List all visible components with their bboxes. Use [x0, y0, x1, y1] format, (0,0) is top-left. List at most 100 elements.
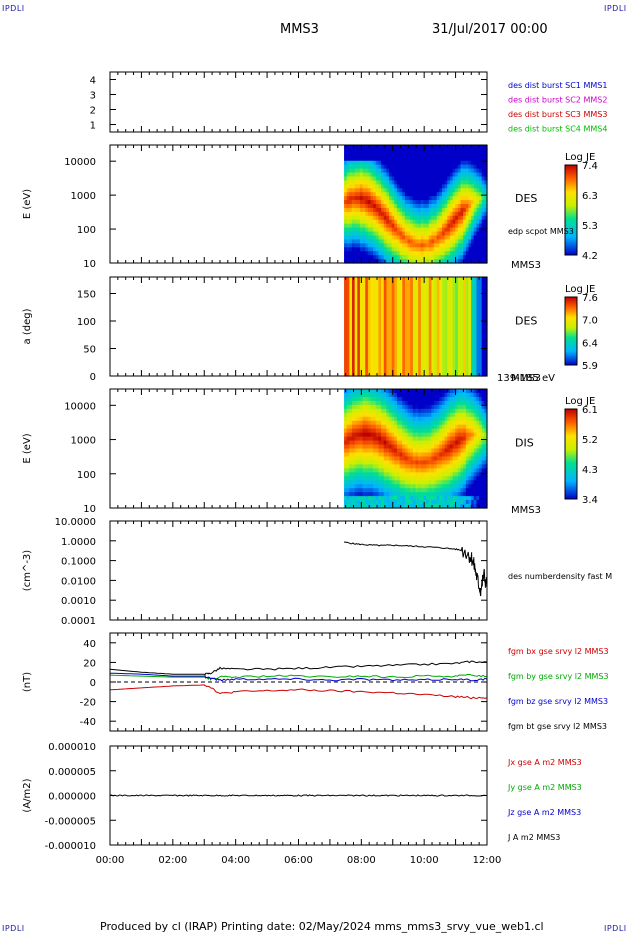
heatmap-cell [346, 207, 350, 213]
heatmap-cell [399, 207, 403, 213]
heatmap-cell [399, 180, 403, 185]
heatmap-cell [436, 416, 440, 422]
heatmap-cell [383, 243, 388, 248]
heatmap-cell [471, 500, 475, 505]
heatmap-cell [447, 468, 451, 473]
heatmap-cell [423, 408, 427, 414]
instrument-sub-label: MMS3 [511, 505, 541, 516]
heatmap-cell [378, 468, 382, 473]
heatmap-cell [412, 231, 417, 237]
heatmap-cell [367, 231, 372, 237]
heatmap-cell [349, 504, 353, 509]
heatmap-cell [365, 164, 369, 170]
heatmap-cell [420, 200, 425, 205]
heatmap-cell [399, 472, 403, 477]
heatmap-cell [354, 231, 358, 237]
heatmap-cell [420, 428, 425, 434]
heatmap-cell [457, 460, 462, 465]
heatmap-cell [439, 389, 443, 394]
heatmap-cell [351, 251, 356, 256]
heatmap-cell [367, 204, 372, 209]
heatmap-cell [362, 504, 366, 509]
heatmap-cell [460, 207, 464, 213]
heatmap-cell [346, 440, 350, 446]
heatmap-cell [460, 416, 464, 422]
heatmap-cell [391, 460, 395, 465]
heatmap-cell [471, 412, 475, 418]
heatmap-cell [441, 480, 446, 485]
heatmap-cell [471, 196, 475, 201]
heatmap-cell [412, 227, 417, 233]
heatmap-cell [455, 504, 459, 509]
heatmap-cell [367, 436, 372, 442]
heatmap-cell [415, 184, 419, 189]
heatmap-cell [367, 444, 372, 450]
heatmap-cell [391, 468, 395, 473]
heatmap-cell [346, 223, 350, 229]
heatmap-cell [463, 200, 467, 205]
heatmap-cell [391, 160, 395, 166]
heatmap-cell [351, 464, 356, 469]
heatmap-cell [354, 444, 358, 450]
heatmap-cell [381, 448, 385, 454]
heatmap-cell [375, 484, 380, 489]
heatmap-cell [346, 484, 350, 489]
heatmap-cell [447, 480, 451, 485]
heatmap-cell [418, 219, 422, 225]
heatmap-cell [463, 207, 467, 213]
heatmap-cell [359, 277, 364, 377]
heatmap-cell [431, 223, 435, 229]
heatmap-cell [476, 448, 480, 454]
heatmap-cell [460, 251, 464, 256]
heatmap-cell [399, 460, 403, 465]
heatmap-cell [441, 504, 446, 509]
heatmap-cell [359, 160, 364, 166]
heatmap-cell [415, 247, 419, 252]
heatmap-cell [449, 184, 454, 189]
heatmap-cell [359, 492, 364, 497]
y-axis-label: E (eV) [22, 433, 33, 463]
heatmap-cell [434, 480, 438, 485]
heatmap-cell [412, 251, 417, 256]
heatmap-cell [431, 504, 435, 509]
heatmap-cell [383, 196, 388, 201]
heatmap-cell [410, 207, 414, 213]
heatmap-cell [415, 148, 419, 154]
heatmap-cell [404, 396, 409, 402]
heatmap-cell [410, 436, 414, 442]
heatmap-cell [365, 152, 369, 158]
heatmap-cell [457, 472, 462, 477]
heatmap-cell [418, 148, 422, 154]
heatmap-cell [365, 243, 369, 248]
heatmap-cell [436, 211, 440, 217]
heatmap-cell [441, 432, 446, 438]
heatmap-cell [460, 496, 464, 501]
heatmap-cell [394, 259, 398, 264]
heatmap-cell [460, 452, 464, 458]
heatmap-cell [420, 440, 425, 446]
heatmap-cell [479, 172, 483, 178]
heatmap-cell [404, 277, 409, 377]
heatmap-cell [404, 496, 409, 501]
heatmap-cell [426, 432, 430, 438]
heatmap-cell [396, 488, 401, 493]
heatmap-cell [484, 496, 488, 501]
heatmap-cell [452, 396, 456, 402]
heatmap-cell [375, 152, 380, 158]
heatmap-cell [434, 243, 438, 248]
heatmap-cell [428, 255, 433, 260]
heatmap-cell [418, 488, 422, 493]
heatmap-cell [484, 231, 488, 237]
heatmap-cell [354, 436, 358, 442]
heatmap-cell [468, 460, 472, 465]
heatmap-cell [375, 207, 380, 213]
heatmap-cell [426, 472, 430, 477]
heatmap-cell [391, 476, 395, 481]
heatmap-cell [444, 460, 448, 465]
y-tick-label: 150 [77, 290, 96, 301]
heatmap-cell [473, 176, 478, 181]
heatmap-cell [479, 243, 483, 248]
heatmap-cell [349, 152, 353, 158]
heatmap-cell [431, 204, 435, 209]
heatmap-cell [404, 484, 409, 489]
